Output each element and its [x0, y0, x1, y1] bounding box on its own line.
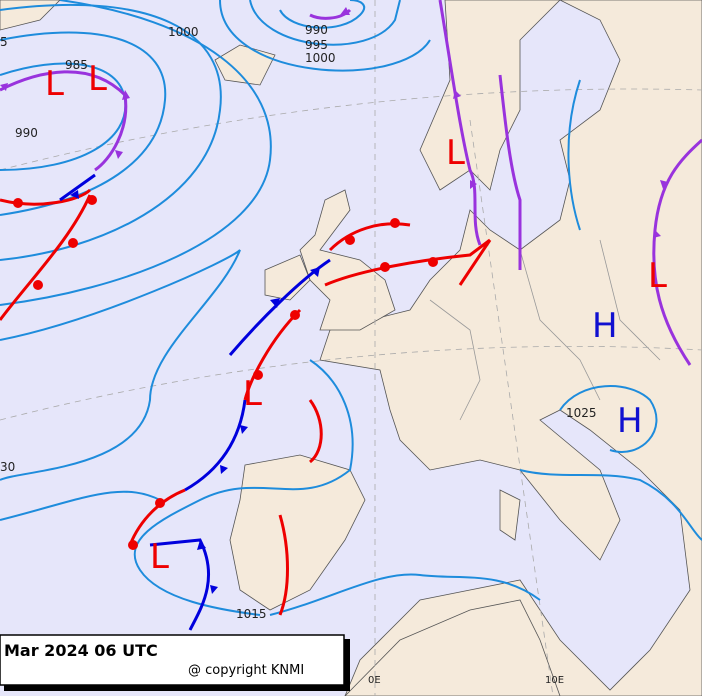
- high-center: H: [617, 401, 643, 441]
- isobar-label: 1000: [305, 51, 336, 65]
- borders: [429, 239, 661, 421]
- fronts: [0, 0, 702, 631]
- isobar-label: 1015: [236, 607, 267, 621]
- isobar-label: 990: [15, 126, 38, 140]
- isobar-label: 1025: [566, 406, 597, 420]
- isobar-label: 990: [305, 23, 328, 37]
- isobar-label: 995: [305, 38, 328, 52]
- isobar-label: 30: [0, 460, 15, 474]
- isobar-label: 1000: [168, 25, 199, 39]
- high-center: H: [592, 306, 618, 346]
- caption-date: Mar 2024 06 UTC: [4, 641, 158, 660]
- low-center: L: [88, 59, 107, 99]
- low-center: L: [150, 537, 169, 577]
- longitude-label: 10E: [545, 675, 564, 686]
- longitude-label: 0E: [368, 675, 381, 686]
- caption-box: Mar 2024 06 UTC @ copyright KNMI: [0, 634, 350, 691]
- caption-copyright: @ copyright KNMI: [188, 663, 304, 678]
- isobar-label: 985: [65, 58, 88, 72]
- isobar-labels: 1000 990 995 1000 985 990 1025 1015 5 30: [0, 23, 597, 621]
- low-center: L: [45, 64, 64, 104]
- isobar-label: 5: [0, 35, 8, 49]
- low-center: L: [243, 374, 262, 414]
- isobars: [0, 0, 702, 616]
- low-center: L: [648, 256, 667, 296]
- pressure-centers: L L L L L L H H: [45, 59, 667, 577]
- low-center: L: [446, 133, 465, 173]
